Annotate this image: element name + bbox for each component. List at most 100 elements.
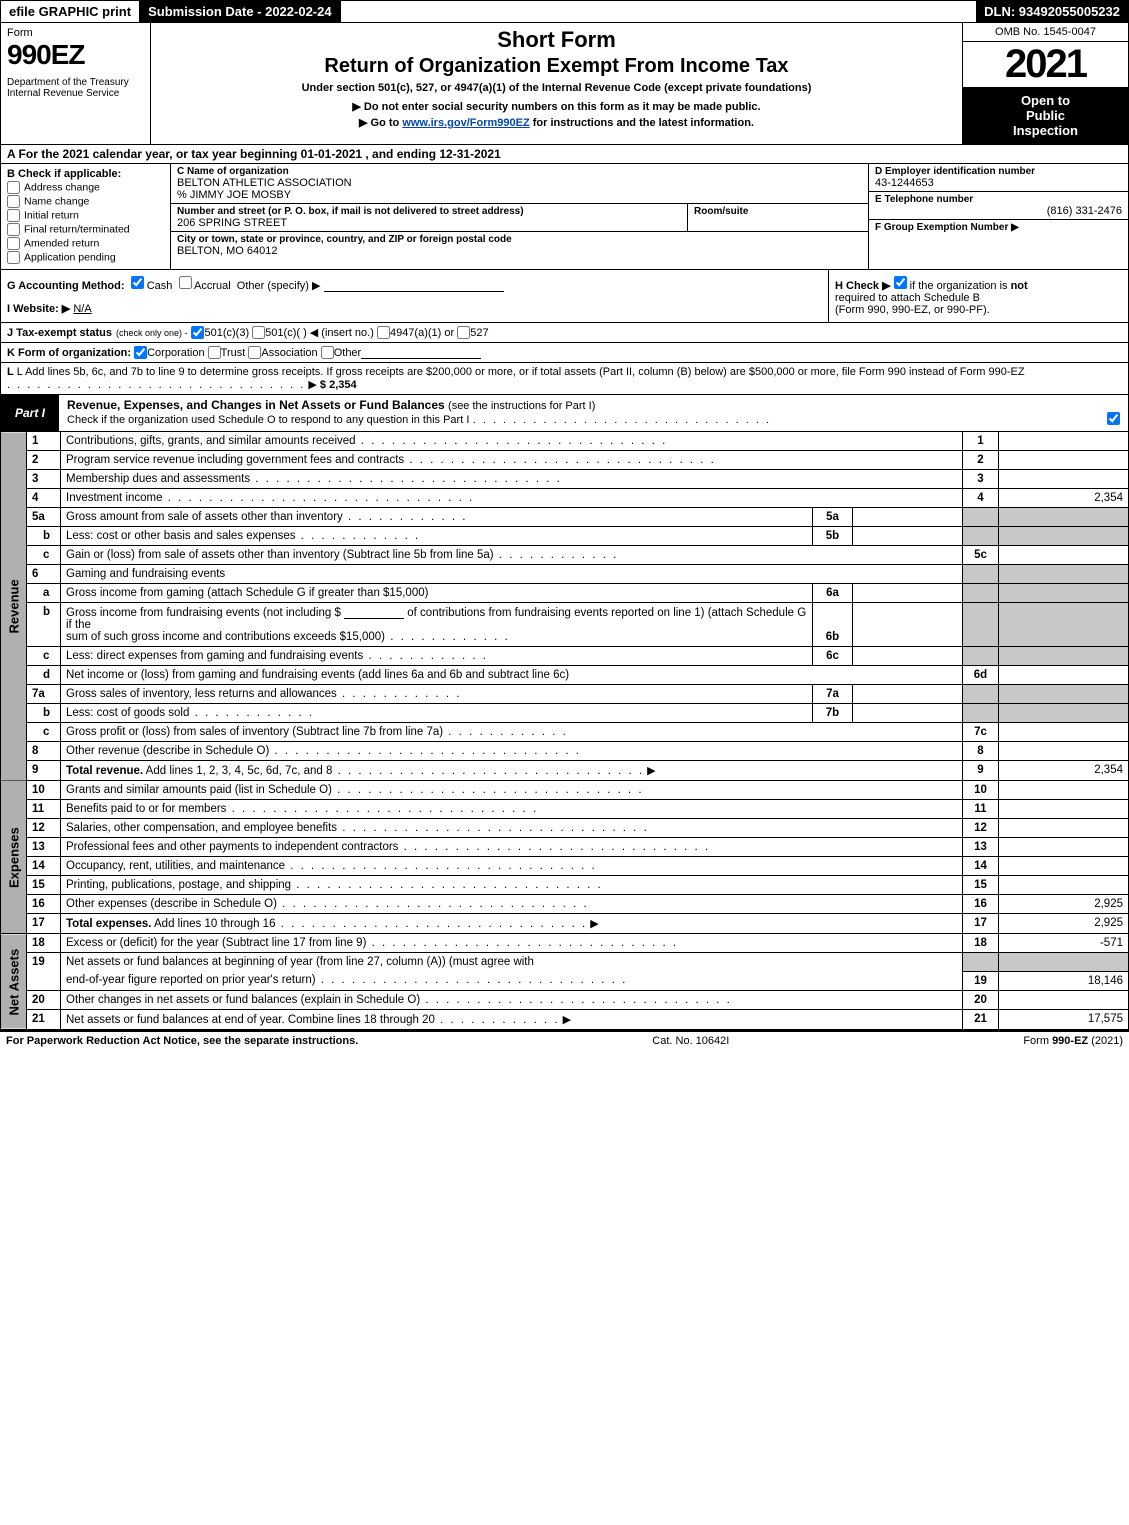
l7a-num: 7a: [27, 685, 61, 704]
goto-pre: ▶ Go to: [359, 117, 402, 129]
line-15: 15 Printing, publications, postage, and …: [1, 876, 1129, 895]
line-7c: c Gross profit or (loss) from sales of i…: [1, 723, 1129, 742]
line-5b: b Less: cost or other basis and sales ex…: [1, 527, 1129, 546]
open-to-public: Open to Public Inspection: [963, 87, 1128, 144]
part-i-check-line: Check if the organization used Schedule …: [67, 414, 469, 426]
section-revenue: Revenue: [1, 432, 27, 781]
line-19b: end-of-year figure reported on prior yea…: [1, 971, 1129, 990]
l19-num: 19: [27, 953, 61, 991]
line-6a: a Gross income from gaming (attach Sched…: [1, 584, 1129, 603]
chk-initial-return[interactable]: Initial return: [7, 209, 164, 222]
chk-accrual[interactable]: [179, 276, 192, 289]
chk-schedule-b-not-required[interactable]: [894, 276, 907, 289]
line-12: 12 Salaries, other compensation, and emp…: [1, 819, 1129, 838]
other-org-blank[interactable]: [361, 346, 481, 359]
l19-box: 19: [963, 971, 999, 990]
l6a-desc: Gross income from gaming (attach Schedul…: [66, 587, 428, 599]
chk-cash[interactable]: [131, 276, 144, 289]
instructions-link[interactable]: www.irs.gov/Form990EZ: [402, 117, 529, 129]
form-subtitle: Under section 501(c), 527, or 4947(a)(1)…: [159, 82, 954, 94]
l10-desc: Grants and similar amounts paid (list in…: [66, 784, 332, 796]
l18-box: 18: [963, 934, 999, 953]
ssn-warning: ▶ Do not enter social security numbers o…: [159, 100, 954, 113]
short-form-label: Short Form: [159, 27, 954, 53]
l5a-desc: Gross amount from sale of assets other t…: [66, 511, 343, 523]
l5b-desc: Less: cost or other basis and sales expe…: [66, 530, 296, 542]
line-2: 2 Program service revenue including gove…: [1, 451, 1129, 470]
l15-amt: [999, 876, 1129, 895]
line-9: 9 Total revenue. Add lines 1, 2, 3, 4, 5…: [1, 761, 1129, 781]
l6-num: 6: [27, 565, 61, 584]
room-suite-hdr: Room/suite: [694, 206, 862, 217]
line-6d: d Net income or (loss) from gaming and f…: [1, 666, 1129, 685]
l10-num: 10: [27, 781, 61, 800]
l6b-blank[interactable]: [344, 606, 404, 619]
line-5c: c Gain or (loss) from sale of assets oth…: [1, 546, 1129, 565]
row-j: J Tax-exempt status (check only one) - 5…: [1, 323, 1128, 342]
row-l-text: L Add lines 5b, 6c, and 7b to line 9 to …: [17, 366, 1025, 378]
l19-amt: 18,146: [999, 971, 1129, 990]
chk-501c[interactable]: [252, 326, 265, 339]
omb-number: OMB No. 1545-0047: [963, 23, 1128, 42]
l16-desc: Other expenses (describe in Schedule O): [66, 898, 277, 910]
l10-box: 10: [963, 781, 999, 800]
l14-box: 14: [963, 857, 999, 876]
org-careof: % JIMMY JOE MOSBY: [177, 189, 862, 201]
chk-name-change[interactable]: Name change: [7, 195, 164, 208]
line-5a: 5a Gross amount from sale of assets othe…: [1, 508, 1129, 527]
chk-application-pending[interactable]: Application pending: [7, 251, 164, 264]
chk-schedule-o-used[interactable]: [1107, 412, 1120, 425]
open-line-3: Inspection: [967, 123, 1124, 138]
l6-desc: Gaming and fundraising events: [66, 568, 225, 580]
chk-4947[interactable]: [377, 326, 390, 339]
l2-box: 2: [963, 451, 999, 470]
l7a-desc: Gross sales of inventory, less returns a…: [66, 688, 337, 700]
form-title-block: Short Form Return of Organization Exempt…: [151, 23, 963, 144]
l16-num: 16: [27, 895, 61, 914]
l5c-num: c: [27, 546, 61, 565]
l11-amt: [999, 800, 1129, 819]
l9-num: 9: [27, 761, 61, 781]
line-19a: 19 Net assets or fund balances at beginn…: [1, 953, 1129, 972]
chk-501c3[interactable]: [191, 326, 204, 339]
efile-label: efile GRAPHIC print: [1, 1, 140, 22]
chk-trust[interactable]: [208, 346, 221, 359]
l6b-num: b: [27, 603, 61, 647]
l7b-mval: [853, 704, 963, 723]
l6c-shade: [963, 647, 999, 666]
chk-assoc[interactable]: [248, 346, 261, 359]
l7b-shade: [963, 704, 999, 723]
row-k-label: K Form of organization:: [7, 347, 131, 359]
l7c-num: c: [27, 723, 61, 742]
l13-desc: Professional fees and other payments to …: [66, 841, 398, 853]
chk-address-change[interactable]: Address change: [7, 181, 164, 194]
l9-amt: 2,354: [999, 761, 1129, 781]
l6b-mini: 6b: [813, 603, 853, 647]
other-method-blank[interactable]: [324, 279, 504, 292]
l12-num: 12: [27, 819, 61, 838]
lbl-assoc: Association: [261, 347, 317, 359]
chk-amended-return[interactable]: Amended return: [7, 237, 164, 250]
footer-left: For Paperwork Reduction Act Notice, see …: [6, 1035, 358, 1047]
section-expenses: Expenses: [1, 781, 27, 934]
l21-amt: 17,575: [999, 1009, 1129, 1029]
lbl-501c3: 501(c)(3): [204, 327, 249, 339]
l20-box: 20: [963, 990, 999, 1009]
org-address: 206 SPRING STREET: [177, 217, 681, 229]
website-value: N/A: [73, 303, 91, 315]
page-footer: For Paperwork Reduction Act Notice, see …: [0, 1030, 1129, 1050]
l7b-num: b: [27, 704, 61, 723]
chk-corp[interactable]: [134, 346, 147, 359]
row-i-label: I Website: ▶: [7, 303, 70, 315]
l7b-amt-shade: [999, 704, 1129, 723]
footer-right: Form 990-EZ (2021): [1023, 1035, 1123, 1047]
chk-other-org[interactable]: [321, 346, 334, 359]
lbl-4947: 4947(a)(1) or: [390, 327, 454, 339]
l7b-desc: Less: cost of goods sold: [66, 707, 189, 719]
chk-527[interactable]: [457, 326, 470, 339]
l3-desc: Membership dues and assessments: [66, 473, 250, 485]
lbl-527: 527: [470, 327, 488, 339]
box-d-hdr: D Employer identification number: [875, 166, 1122, 177]
chk-final-return[interactable]: Final return/terminated: [7, 223, 164, 236]
row-i: I Website: ▶ N/A: [7, 302, 822, 315]
